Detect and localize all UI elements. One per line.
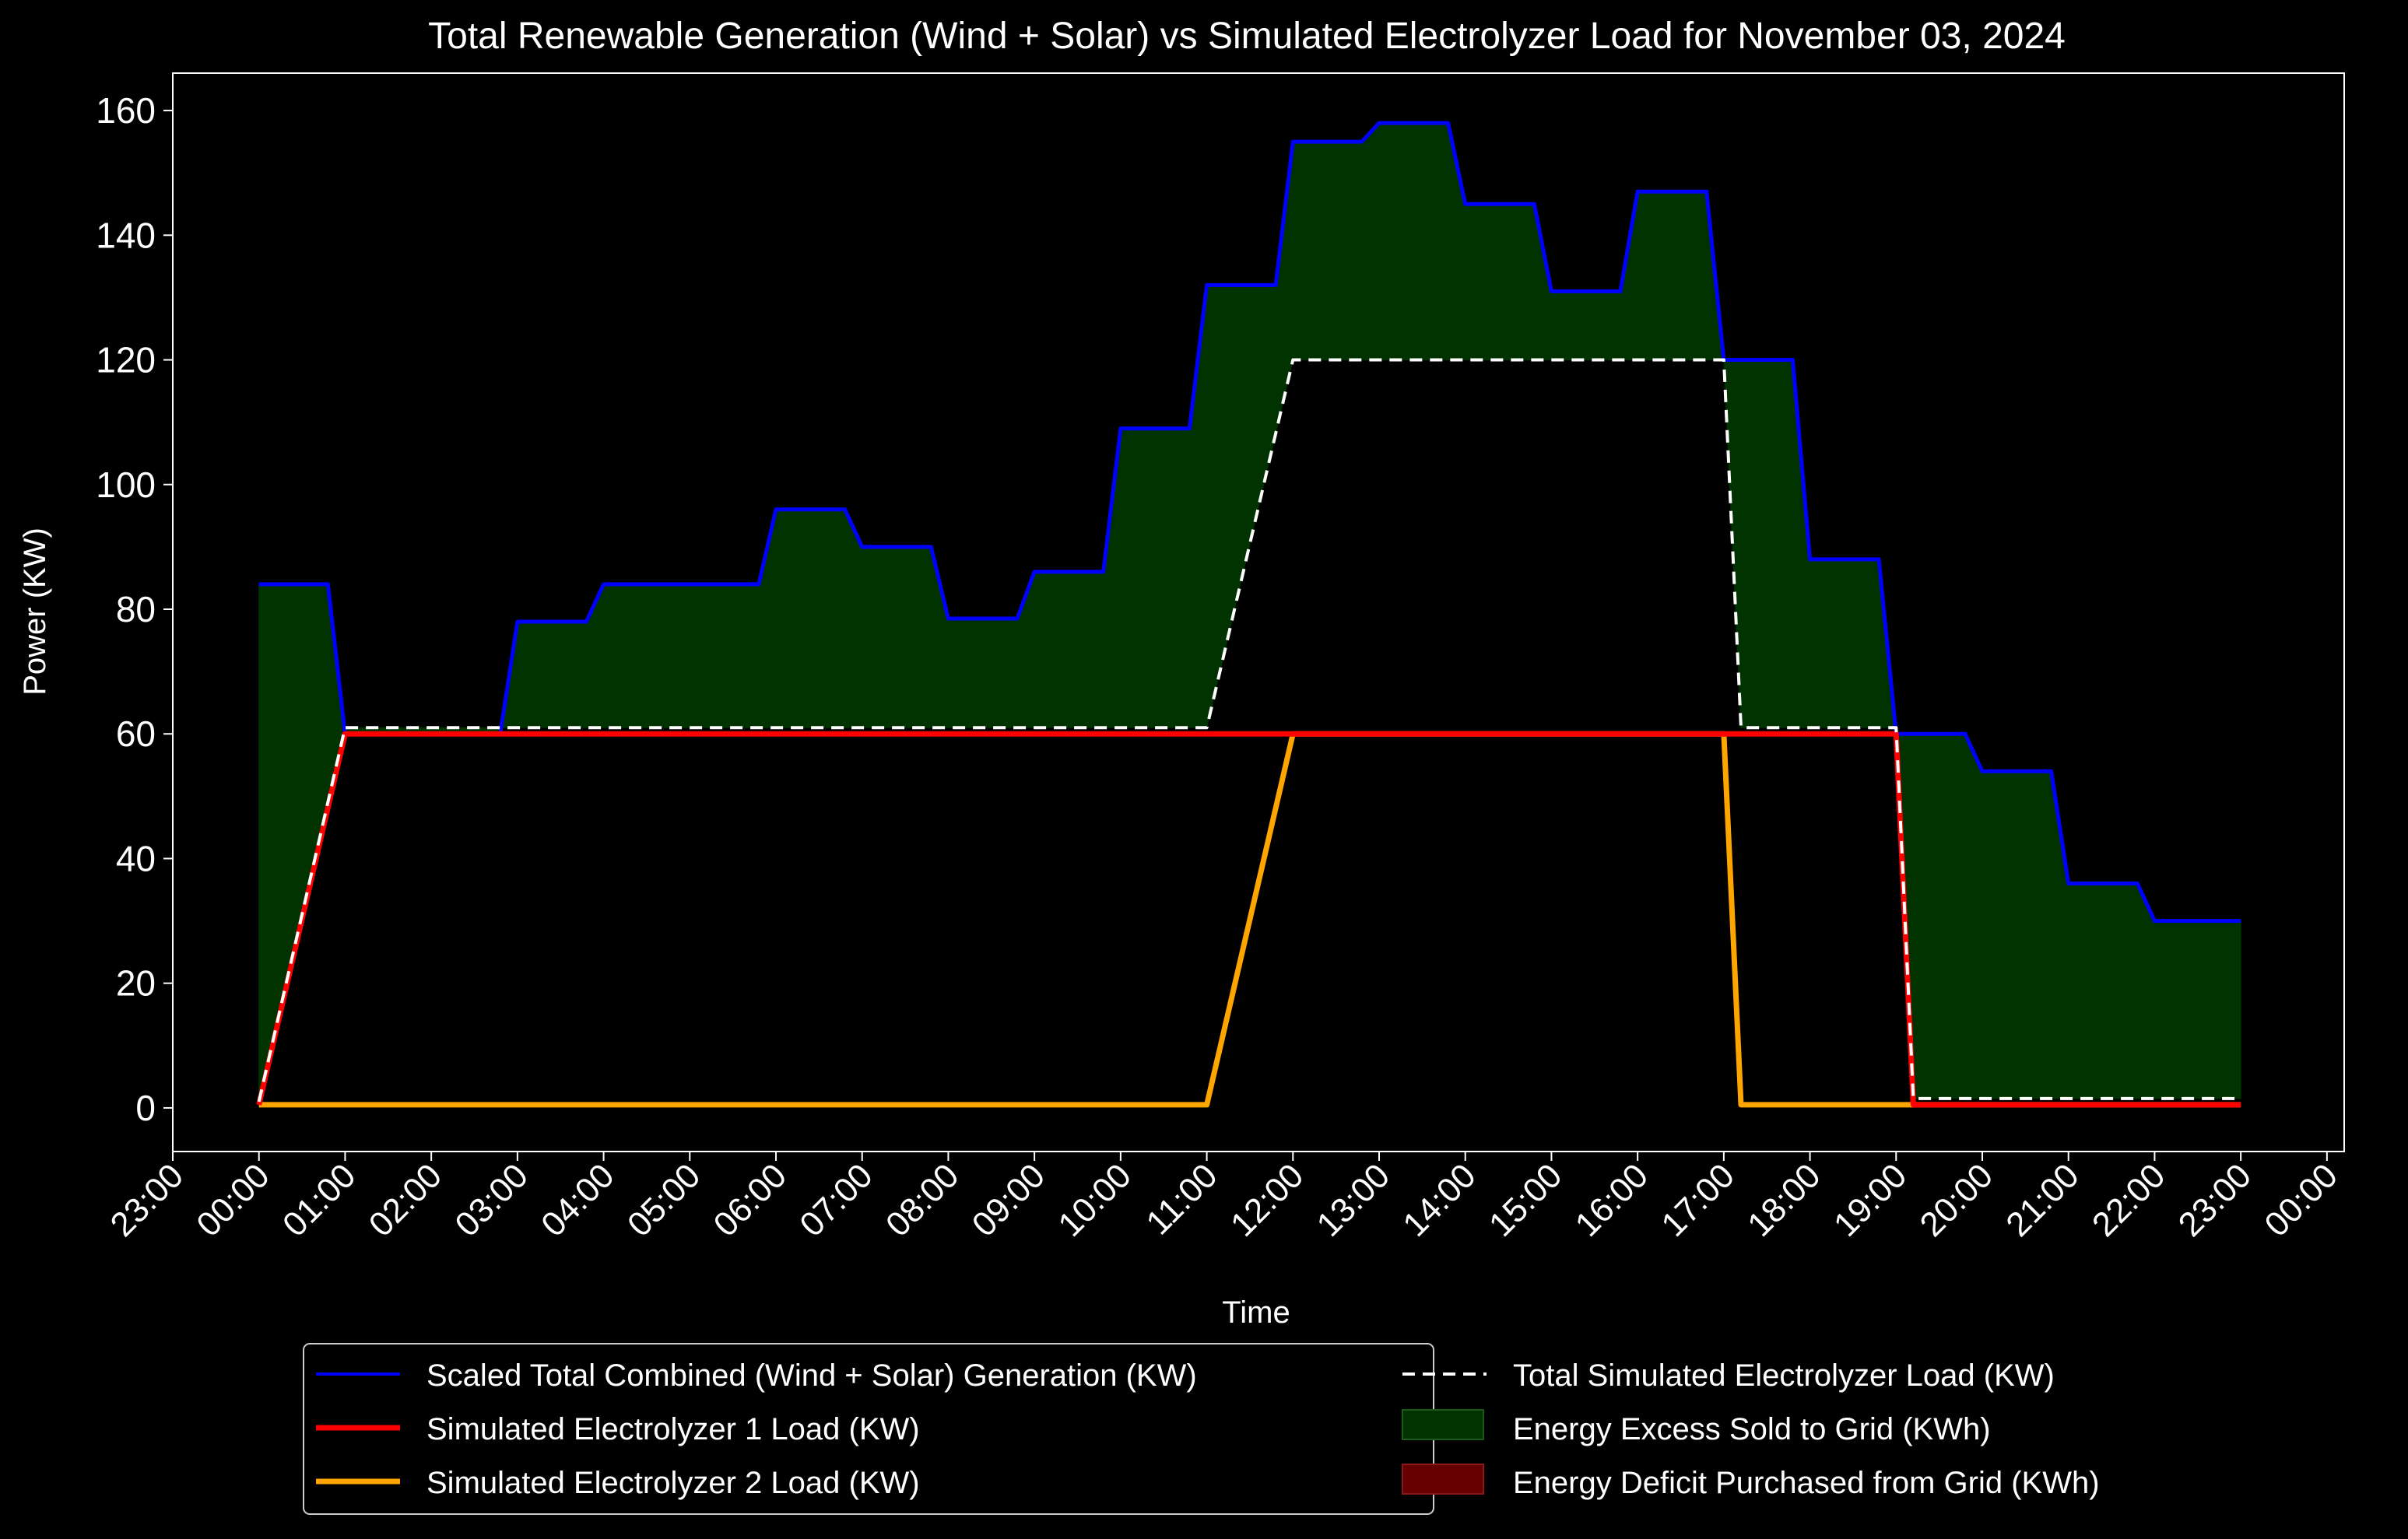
y-tick-label: 20 bbox=[116, 963, 156, 1004]
y-axis: 0 20 40 60 80 100 120 140 160 bbox=[96, 90, 173, 1128]
chart-title: Total Renewable Generation (Wind + Solar… bbox=[428, 16, 2066, 57]
y-tick-label: 100 bbox=[96, 465, 156, 505]
y-tick-label: 80 bbox=[116, 589, 156, 629]
legend-label-electrolyzer-2: Simulated Electrolyzer 2 Load (KW) bbox=[426, 1466, 920, 1500]
y-axis-label: Power (KW) bbox=[18, 528, 52, 696]
total-load-line bbox=[257, 358, 2241, 1103]
plot-frame bbox=[172, 72, 2345, 1152]
legend: Scaled Total Combined (Wind + Solar) Gen… bbox=[303, 1343, 2100, 1515]
legend-label-generation: Scaled Total Combined (Wind + Solar) Gen… bbox=[426, 1358, 1197, 1393]
legend-swatch-excess bbox=[1402, 1409, 1484, 1440]
legend-label-deficit: Energy Deficit Purchased from Grid (KWh) bbox=[1513, 1466, 2100, 1500]
generation-line bbox=[258, 121, 2241, 924]
y-tick-label: 60 bbox=[116, 713, 156, 754]
y-tick-label: 160 bbox=[96, 90, 156, 131]
y-tick-label: 120 bbox=[96, 340, 156, 380]
legend-label-electrolyzer-1: Simulated Electrolyzer 1 Load (KW) bbox=[426, 1412, 920, 1446]
x-axis-label: Time bbox=[1222, 1295, 1290, 1330]
y-tick-label: 40 bbox=[116, 838, 156, 878]
series-layer bbox=[256, 121, 2241, 1108]
legend-label-excess: Energy Excess Sold to Grid (KWh) bbox=[1513, 1412, 1991, 1446]
y-tick-label: 140 bbox=[96, 215, 156, 255]
legend-swatch-deficit bbox=[1402, 1464, 1484, 1495]
legend-label-total-load: Total Simulated Electrolyzer Load (KW) bbox=[1513, 1358, 2055, 1393]
y-tick-label: 0 bbox=[135, 1088, 156, 1128]
